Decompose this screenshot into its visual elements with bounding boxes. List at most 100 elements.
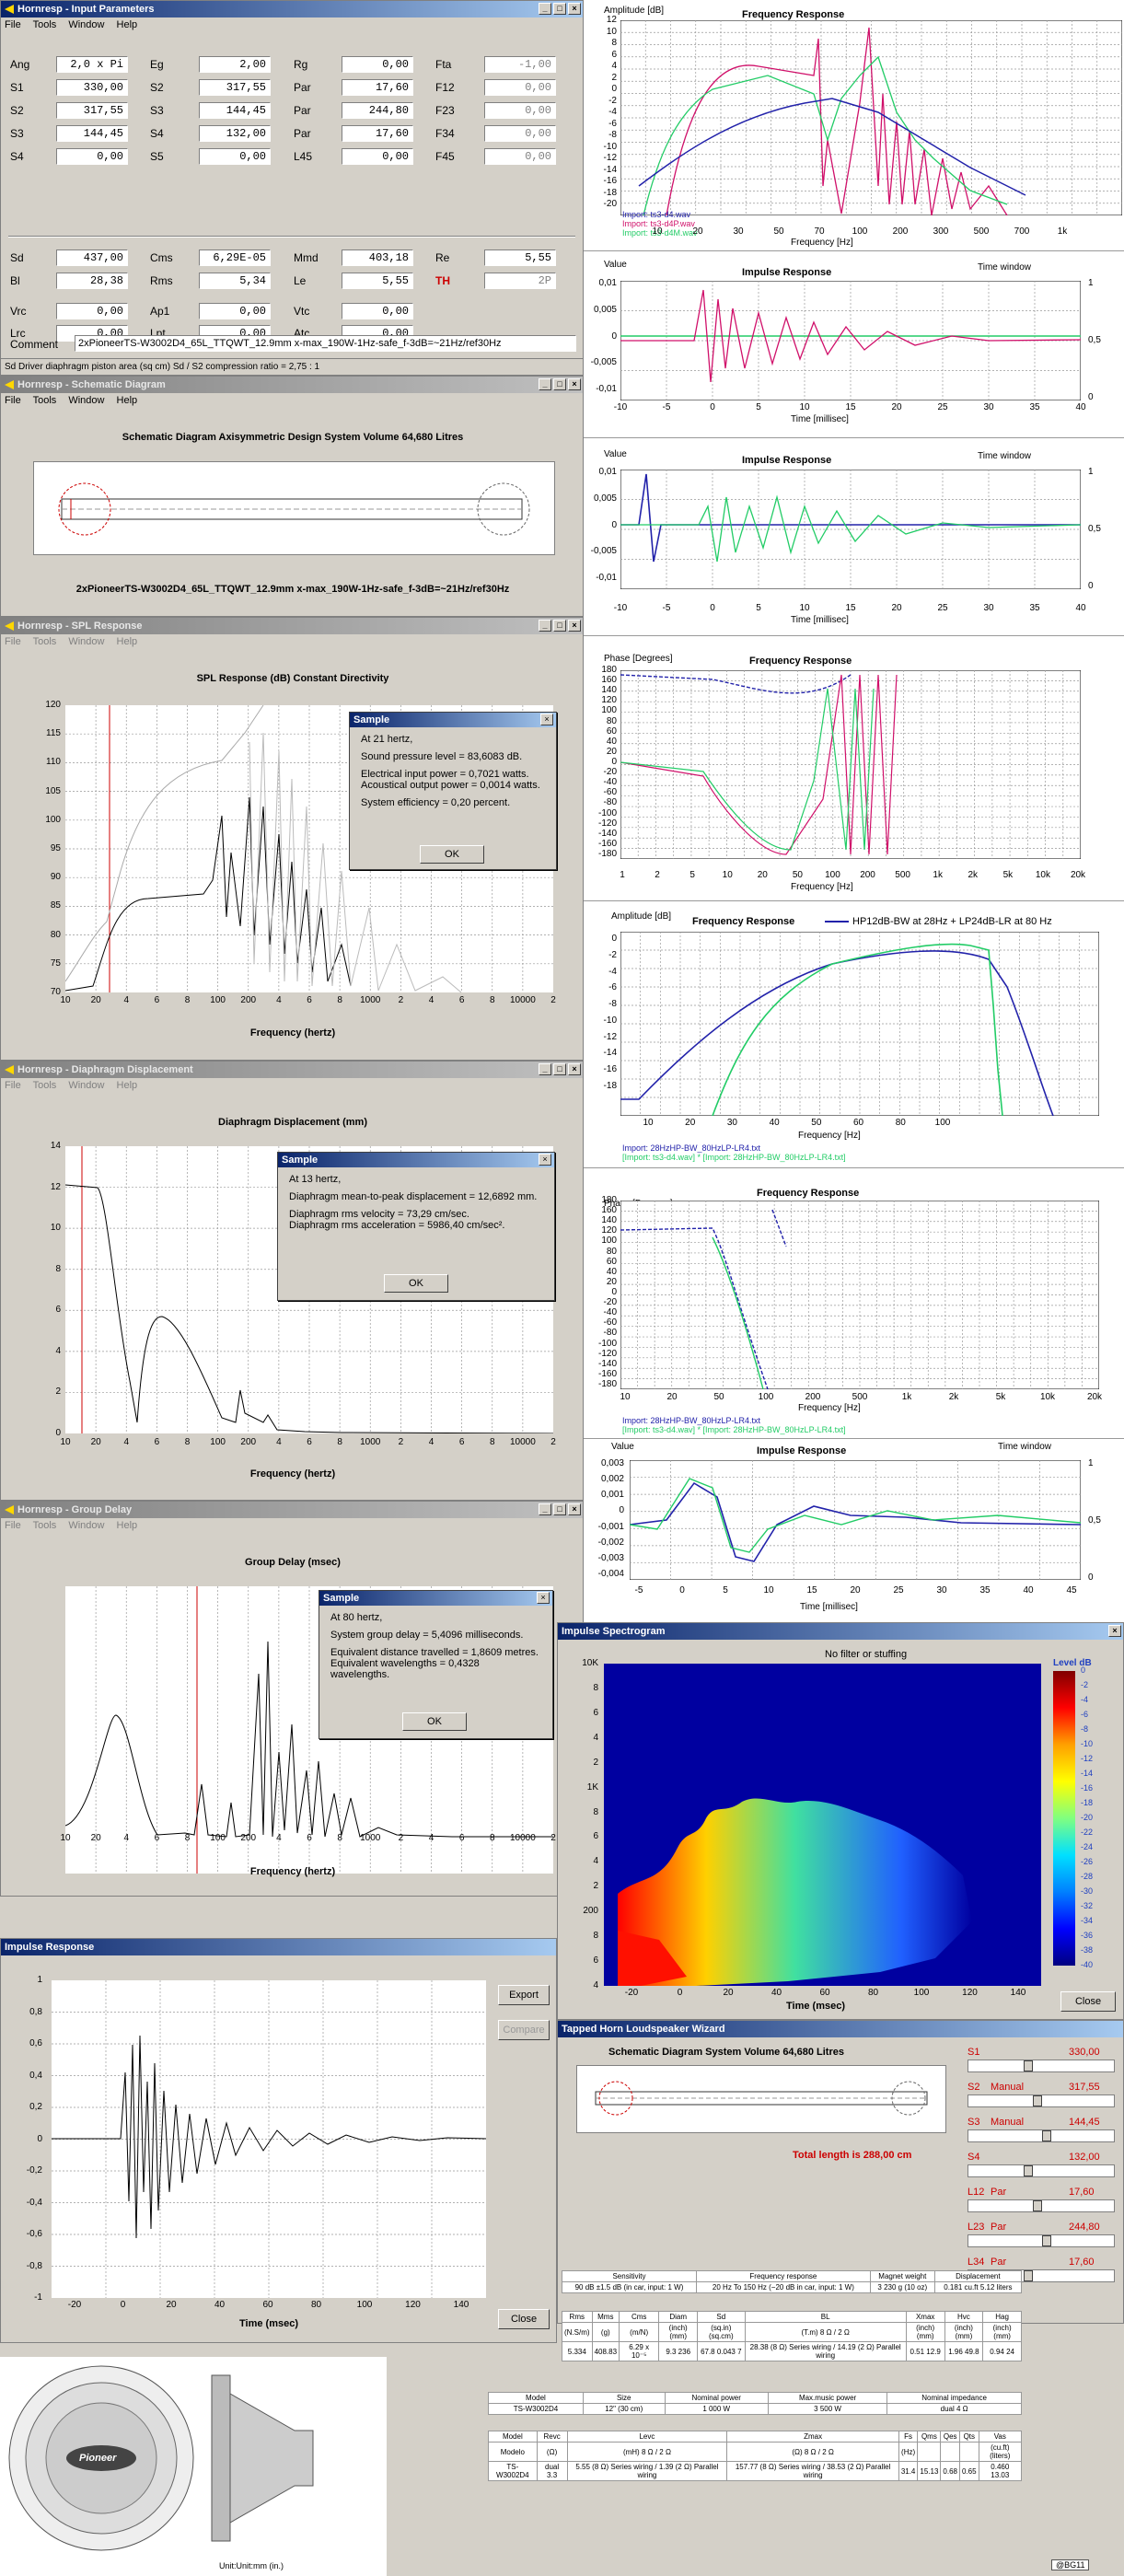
param-field-f45[interactable]: 0,00 bbox=[484, 148, 556, 165]
param-slider[interactable] bbox=[968, 2164, 1115, 2177]
maximize-button[interactable]: □ bbox=[553, 620, 566, 632]
slider-thumb[interactable] bbox=[1024, 2165, 1033, 2176]
param-field-cms[interactable]: 6,29E-05 bbox=[199, 249, 271, 266]
param-field-vrc[interactable]: 0,00 bbox=[56, 303, 128, 319]
slider-thumb[interactable] bbox=[1024, 2060, 1033, 2071]
param-field-f23[interactable]: 0,00 bbox=[484, 102, 556, 119]
param-field-re[interactable]: 5,55 bbox=[484, 249, 556, 266]
menu-window[interactable]: Window bbox=[68, 1520, 105, 1531]
param-field-par[interactable]: 244,80 bbox=[342, 102, 413, 119]
menu-help[interactable]: Help bbox=[116, 636, 138, 647]
param-field-fta[interactable]: -1,00 bbox=[484, 56, 556, 73]
close-button[interactable]: × bbox=[568, 620, 581, 632]
menu-file[interactable]: File bbox=[5, 1520, 21, 1531]
menu-window[interactable]: Window bbox=[68, 1080, 105, 1091]
param-field-s4[interactable]: 132,00 bbox=[199, 125, 271, 142]
menu-window[interactable]: Window bbox=[68, 395, 105, 406]
param-field-ap1[interactable]: 0,00 bbox=[199, 303, 271, 319]
ok-button[interactable]: OK bbox=[402, 1712, 467, 1731]
param-field-f12[interactable]: 0,00 bbox=[484, 79, 556, 96]
compare-button[interactable]: Compare bbox=[498, 2020, 550, 2040]
param-field-s2[interactable]: 317,55 bbox=[199, 79, 271, 96]
schematic-titlebar[interactable]: Hornresp - Schematic Diagram _ □ × bbox=[1, 377, 583, 393]
param-field-bl[interactable]: 28,38 bbox=[56, 273, 128, 289]
menu-file[interactable]: File bbox=[5, 636, 21, 647]
param-field-par[interactable]: 17,60 bbox=[342, 125, 413, 142]
param-field-rms[interactable]: 5,34 bbox=[199, 273, 271, 289]
menu-window[interactable]: Window bbox=[68, 636, 105, 647]
slider-thumb[interactable] bbox=[1042, 2235, 1051, 2246]
menu-file[interactable]: File bbox=[5, 19, 21, 30]
menu-tools[interactable]: Tools bbox=[32, 1520, 57, 1531]
minimize-button[interactable]: _ bbox=[539, 378, 551, 390]
slider-thumb[interactable] bbox=[1033, 2095, 1042, 2106]
close-button[interactable]: × bbox=[568, 378, 581, 390]
wizard-titlebar[interactable]: Tapped Horn Loudspeaker Wizard bbox=[558, 2021, 1123, 2037]
slider-thumb[interactable] bbox=[1042, 2130, 1051, 2141]
close-button[interactable]: × bbox=[568, 1063, 581, 1075]
param-field-s3[interactable]: 144,45 bbox=[199, 102, 271, 119]
param-field-ang[interactable]: 2,0 x Pi bbox=[56, 56, 128, 73]
param-field-s5[interactable]: 0,00 bbox=[199, 148, 271, 165]
slider-thumb[interactable] bbox=[1033, 2200, 1042, 2211]
menu-tools[interactable]: Tools bbox=[32, 636, 57, 647]
param-field-eg[interactable]: 2,00 bbox=[199, 56, 271, 73]
menu-tools[interactable]: Tools bbox=[32, 1080, 57, 1091]
export-button[interactable]: Export bbox=[498, 1985, 550, 2005]
menu-window[interactable]: Window bbox=[68, 19, 105, 30]
param-field-s4[interactable]: 0,00 bbox=[56, 148, 128, 165]
param-field-s3[interactable]: 144,45 bbox=[56, 125, 128, 142]
param-field-f34[interactable]: 0,00 bbox=[484, 125, 556, 142]
menu-help[interactable]: Help bbox=[116, 1520, 138, 1531]
close-button[interactable]: × bbox=[1108, 1625, 1121, 1637]
param-slider[interactable] bbox=[968, 2129, 1115, 2142]
menu-file[interactable]: File bbox=[5, 1080, 21, 1091]
dialog-close-button[interactable]: × bbox=[540, 714, 553, 725]
menu-help[interactable]: Help bbox=[116, 19, 138, 30]
param-slider[interactable] bbox=[968, 2234, 1115, 2247]
maximize-button[interactable]: □ bbox=[553, 1063, 566, 1075]
param-slider[interactable] bbox=[968, 2199, 1115, 2212]
minimize-button[interactable]: _ bbox=[539, 620, 551, 632]
ir-close-button[interactable]: Close bbox=[498, 2309, 550, 2329]
maximize-button[interactable]: □ bbox=[553, 378, 566, 390]
param-field-sd[interactable]: 437,00 bbox=[56, 249, 128, 266]
maximize-button[interactable]: □ bbox=[553, 1503, 566, 1515]
menu-help[interactable]: Help bbox=[116, 395, 138, 406]
spl-titlebar[interactable]: Hornresp - SPL Response _ □ × bbox=[1, 618, 583, 634]
param-slider[interactable] bbox=[968, 2060, 1115, 2072]
param-field-th[interactable]: 2P bbox=[484, 273, 556, 289]
param-field-vtc[interactable]: 0,00 bbox=[342, 303, 413, 319]
minimize-button[interactable]: _ bbox=[539, 1503, 551, 1515]
minimize-button[interactable]: _ bbox=[539, 3, 551, 15]
param-field-rg[interactable]: 0,00 bbox=[342, 56, 413, 73]
dialog-close-button[interactable]: × bbox=[539, 1154, 551, 1166]
maximize-button[interactable]: □ bbox=[553, 3, 566, 15]
input-parameters-titlebar[interactable]: Hornresp - Input Parameters _ □ × bbox=[1, 1, 583, 17]
param-field-le[interactable]: 5,55 bbox=[342, 273, 413, 289]
impulse-response-titlebar[interactable]: Impulse Response bbox=[1, 1939, 556, 1955]
param-field-par[interactable]: 17,60 bbox=[342, 79, 413, 96]
group-delay-titlebar[interactable]: Hornresp - Group Delay _ □ × bbox=[1, 1502, 583, 1518]
param-field-l45[interactable]: 0,00 bbox=[342, 148, 413, 165]
param-slider[interactable] bbox=[968, 2094, 1115, 2107]
menu-tools[interactable]: Tools bbox=[32, 395, 57, 406]
slider-thumb[interactable] bbox=[1024, 2270, 1033, 2281]
menu-tools[interactable]: Tools bbox=[32, 19, 57, 30]
param-field-mmd[interactable]: 403,18 bbox=[342, 249, 413, 266]
minimize-button[interactable]: _ bbox=[539, 1063, 551, 1075]
displacement-titlebar[interactable]: Hornresp - Diaphragm Displacement _ □ × bbox=[1, 1062, 583, 1078]
menu-help[interactable]: Help bbox=[116, 1080, 138, 1091]
comment-field[interactable]: 2xPioneerTS-W3002D4_65L_TTQWT_12.9mm x-m… bbox=[75, 335, 576, 352]
param-field-s1[interactable]: 330,00 bbox=[56, 79, 128, 96]
close-button[interactable]: × bbox=[568, 1503, 581, 1515]
x-tick: 100 bbox=[210, 1437, 226, 1447]
close-button[interactable]: × bbox=[568, 3, 581, 15]
dialog-close-button[interactable]: × bbox=[537, 1592, 550, 1604]
param-field-s2[interactable]: 317,55 bbox=[56, 102, 128, 119]
ok-button[interactable]: OK bbox=[420, 845, 484, 864]
menu-file[interactable]: File bbox=[5, 395, 21, 406]
ok-button[interactable]: OK bbox=[384, 1274, 448, 1293]
spectro-close-button[interactable]: Close bbox=[1060, 1991, 1116, 2012]
spectrogram-titlebar[interactable]: Impulse Spectrogram × bbox=[558, 1623, 1123, 1640]
